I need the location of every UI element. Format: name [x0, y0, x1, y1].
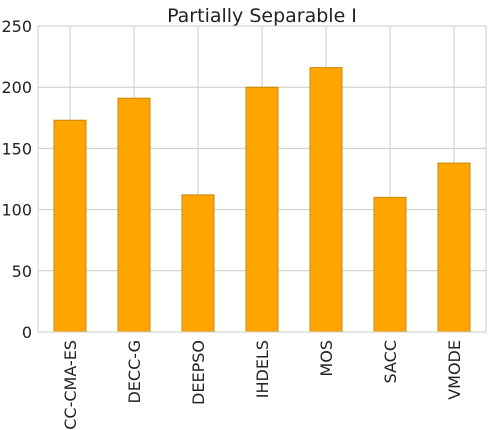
x-tick-label: DEEPSO — [189, 340, 208, 405]
bar-vmode — [437, 162, 471, 333]
bar-ihdels — [245, 86, 279, 333]
bar-mos — [309, 67, 343, 333]
x-tick-label: SACC — [381, 340, 400, 383]
bar-decc-g — [117, 97, 151, 333]
y-tick-label: 150 — [1, 139, 32, 158]
y-tick-label: 250 — [1, 17, 32, 36]
x-tick-label: MOS — [317, 340, 336, 377]
bar-deepso — [181, 194, 215, 333]
bars — [53, 67, 471, 333]
y-axis-ticks: 0 50 100 150 200 250 — [1, 17, 32, 342]
x-tick-label: VMODE — [445, 340, 464, 400]
y-tick-label: 200 — [1, 78, 32, 97]
bar-sacc — [373, 196, 407, 333]
y-tick-label: 0 — [22, 323, 32, 342]
x-axis-ticks: CC-CMA-ES DECC-G DEEPSO IHDELS MOS SACC VMODE — [61, 340, 464, 430]
chart-title: Partially Separable I — [167, 5, 357, 27]
bar-cc-cma-es — [53, 119, 87, 333]
x-tick-label: DECC-G — [125, 340, 144, 404]
x-tick-label: CC-CMA-ES — [61, 340, 80, 430]
y-tick-label: 50 — [12, 262, 32, 281]
x-tick-label: IHDELS — [253, 340, 272, 398]
plot-frame — [37, 25, 487, 333]
y-tick-label: 100 — [1, 201, 32, 220]
